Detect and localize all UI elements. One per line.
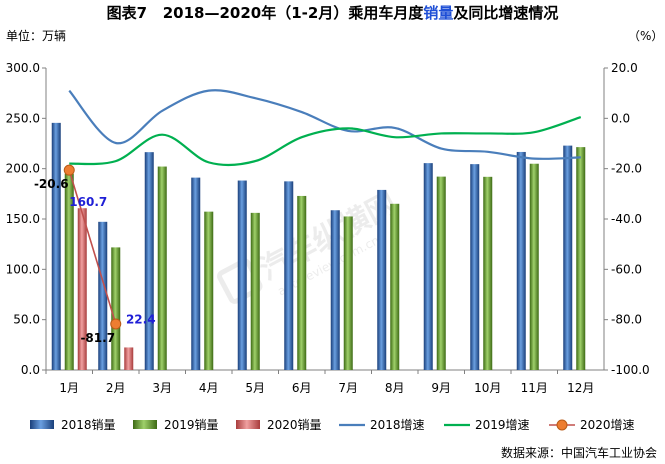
x-tick-label: 11月 — [521, 381, 548, 395]
bar-2018销量 — [563, 145, 573, 370]
x-tick-label: 1月 — [59, 381, 79, 395]
data-label: -20.6 — [34, 177, 69, 191]
legend-item: 2019增速 — [444, 418, 530, 432]
title-suffix: 及同比增速情况 — [453, 4, 559, 22]
legend-item: 2018销量 — [30, 418, 116, 432]
bar-2019销量 — [64, 173, 74, 370]
y2-tick-label: 20.0 — [611, 61, 638, 75]
title-highlight: 销量 — [423, 4, 454, 22]
y-tick-label: 150.0 — [6, 212, 40, 226]
x-tick-label: 6月 — [292, 381, 312, 395]
chart-title: 图表7 2018—2020年（1-2月）乘用车月度销量及同比增速情况 — [0, 2, 665, 23]
legend-label: 2020增速 — [580, 418, 635, 432]
legend-label: 2018增速 — [370, 418, 425, 432]
data-label: -81.7 — [80, 331, 115, 345]
x-tick-label: 2月 — [106, 381, 126, 395]
y2-axis-unit: （%） — [628, 29, 663, 43]
y2-tick-label: -60.0 — [611, 262, 642, 276]
bar-2018销量 — [191, 177, 201, 370]
legend-item: 2020销量 — [236, 418, 322, 432]
bar-2019销量 — [483, 176, 493, 370]
bar-2018销量 — [284, 181, 294, 370]
bar-2019销量 — [157, 166, 167, 370]
y2-tick-label: 0.0 — [611, 111, 630, 125]
legend-item: 2020增速 — [549, 418, 635, 432]
marker-2020增速 — [110, 318, 122, 330]
y2-tick-label: -100.0 — [611, 363, 650, 377]
bar-2019销量 — [250, 212, 260, 370]
x-tick-label: 7月 — [338, 381, 358, 395]
legend-item: 2019销量 — [133, 418, 219, 432]
bar-2019销量 — [297, 195, 307, 370]
y2-tick-label: -80.0 — [611, 313, 642, 327]
legend-swatch — [133, 420, 157, 429]
bar-2018销量 — [51, 122, 61, 370]
bar-2019销量 — [111, 247, 121, 370]
bar-2020销量 — [77, 208, 87, 370]
bar-2018销量 — [98, 221, 108, 370]
bar-2018销量 — [377, 189, 387, 370]
x-tick-label: 10月 — [474, 381, 501, 395]
y-tick-label: 50.0 — [13, 313, 40, 327]
legend-marker — [556, 419, 568, 431]
marker-2020增速 — [63, 164, 75, 176]
bar-2018销量 — [330, 210, 340, 370]
x-tick-label: 12月 — [567, 381, 594, 395]
bar-2019销量 — [204, 211, 214, 370]
bar-2019销量 — [436, 176, 446, 370]
y-tick-label: 0.0 — [21, 363, 40, 377]
bar-2018销量 — [470, 164, 480, 370]
bar-2018销量 — [423, 163, 433, 370]
y2-tick-label: -40.0 — [611, 212, 642, 226]
bar-2019销量 — [576, 147, 586, 370]
legend-swatch — [236, 420, 260, 429]
y-tick-label: 100.0 — [6, 262, 40, 276]
source-note: 数据来源：中国汽车工业协会 — [500, 446, 657, 460]
legend-label: 2019增速 — [475, 418, 530, 432]
legend-swatch — [30, 420, 54, 429]
y-tick-label: 300.0 — [6, 61, 40, 75]
bar-2018销量 — [237, 180, 247, 370]
y2-tick-label: -20.0 — [611, 162, 642, 176]
legend-label: 2018销量 — [61, 418, 116, 432]
y-tick-label: 250.0 — [6, 111, 40, 125]
title-main: 2018—2020年（1-2月）乘用车月度 — [162, 4, 424, 22]
y-tick-label: 200.0 — [6, 162, 40, 176]
legend-label: 2019销量 — [164, 418, 219, 432]
bar-2018销量 — [144, 152, 154, 370]
x-tick-label: 5月 — [245, 381, 265, 395]
legend-item: 2018增速 — [339, 418, 425, 432]
x-tick-label: 4月 — [199, 381, 219, 395]
line-2020增速 — [68, 169, 117, 325]
x-tick-label: 3月 — [152, 381, 172, 395]
x-tick-label: 8月 — [385, 381, 405, 395]
title-prefix: 图表7 — [106, 4, 148, 22]
y-axis-unit: 单位：万辆 — [6, 28, 66, 43]
line-2019增速 — [69, 116, 582, 167]
bar-2019销量 — [529, 163, 539, 370]
bar-2019销量 — [343, 216, 353, 370]
line-2018增速 — [68, 89, 581, 160]
legend-label: 2020销量 — [267, 418, 322, 432]
data-label: 22.4 — [126, 312, 156, 326]
bar-2018销量 — [516, 151, 526, 370]
bar-2020销量 — [124, 347, 134, 370]
data-label: 160.7 — [69, 195, 107, 209]
x-tick-label: 9月 — [431, 381, 451, 395]
bar-2019销量 — [390, 203, 400, 370]
